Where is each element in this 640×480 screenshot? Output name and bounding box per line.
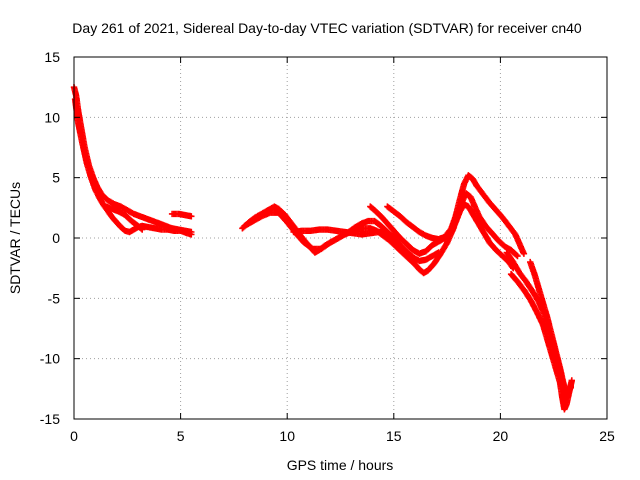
y-tick-label: -15: [40, 411, 60, 427]
x-tick-label: 5: [177, 428, 185, 444]
x-tick-labels: 0 5 10 15 20 25: [70, 428, 615, 444]
data-point: [520, 250, 528, 257]
x-tick-label: 25: [599, 428, 615, 444]
data-point: [188, 231, 195, 238]
data-point: [514, 252, 521, 260]
series-arc-3: [102, 203, 146, 233]
series-arc-6: [241, 209, 442, 265]
axis-ticks: [73, 56, 608, 420]
chart-title: Day 261 of 2021, Sidereal Day-to-day VTE…: [72, 20, 582, 36]
data-marks: [70, 84, 575, 413]
data-point: [138, 225, 145, 232]
data-point: [139, 226, 146, 233]
y-tick-label: 0: [52, 230, 60, 246]
y-tick-label: -5: [48, 290, 61, 306]
y-tick-label: 15: [44, 49, 60, 65]
series-arc-12: [527, 258, 574, 397]
data-point: [188, 213, 195, 220]
x-axis-label: GPS time / hours: [287, 457, 394, 473]
data-point: [568, 377, 575, 384]
data-point: [513, 251, 520, 259]
data-point: [567, 384, 574, 391]
series-arc-9: [367, 201, 517, 272]
x-tick-label: 15: [386, 428, 402, 444]
x-tick-label: 20: [493, 428, 509, 444]
y-tick-label: 5: [52, 170, 60, 186]
y-axis-label: SDTVAR / TECUs: [7, 182, 23, 294]
y-tick-labels: -15 -10 -5 0 5 10 15: [40, 49, 60, 427]
y-tick-label: -10: [40, 351, 60, 367]
series-arc-4: [168, 210, 195, 220]
data-point: [435, 249, 442, 256]
series-arc-7: [290, 226, 397, 240]
y-tick-label: 10: [44, 109, 60, 125]
x-tick-label: 0: [70, 428, 78, 444]
x-tick-label: 10: [279, 428, 295, 444]
